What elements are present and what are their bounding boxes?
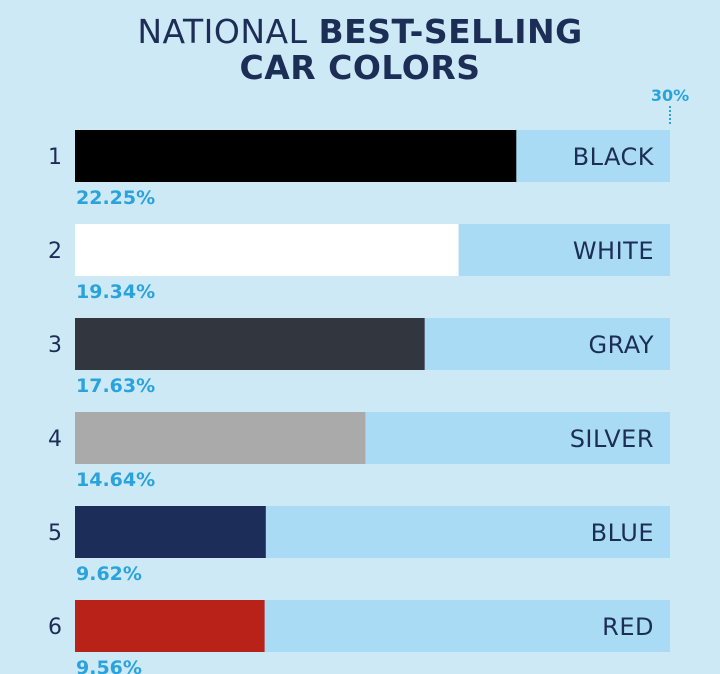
- category-label: SILVER: [570, 425, 654, 453]
- category-label: WHITE: [573, 237, 654, 265]
- rank-label: 3: [48, 333, 62, 358]
- category-label: BLUE: [591, 519, 654, 547]
- bar: [75, 412, 366, 464]
- rank-label: 6: [48, 615, 62, 640]
- axis-max-marker: [669, 106, 671, 124]
- title-part-1: NATIONAL: [137, 12, 319, 51]
- rank-label: 2: [48, 239, 62, 264]
- data-label: 14.64%: [76, 469, 155, 491]
- bar: [75, 224, 459, 276]
- data-label: 19.34%: [76, 281, 155, 303]
- rank-label: 1: [48, 145, 62, 170]
- bar: [75, 318, 425, 370]
- category-label: BLACK: [573, 143, 655, 171]
- data-label: 9.62%: [76, 563, 142, 585]
- title-line-2: CAR COLORS: [239, 48, 481, 87]
- category-label: GRAY: [588, 331, 654, 359]
- title-part-2: BEST-SELLING: [318, 12, 583, 51]
- data-label: 9.56%: [76, 657, 142, 674]
- data-label: 17.63%: [76, 375, 155, 397]
- axis-max-label: 30%: [650, 86, 690, 105]
- bar: [75, 600, 265, 652]
- bar: [75, 506, 266, 558]
- bar: [75, 130, 517, 182]
- category-label: RED: [602, 613, 654, 641]
- rank-label: 5: [48, 521, 62, 546]
- rank-label: 4: [48, 427, 62, 452]
- data-label: 22.25%: [76, 187, 155, 209]
- chart-title: NATIONAL BEST-SELLING CAR COLORS: [0, 14, 720, 86]
